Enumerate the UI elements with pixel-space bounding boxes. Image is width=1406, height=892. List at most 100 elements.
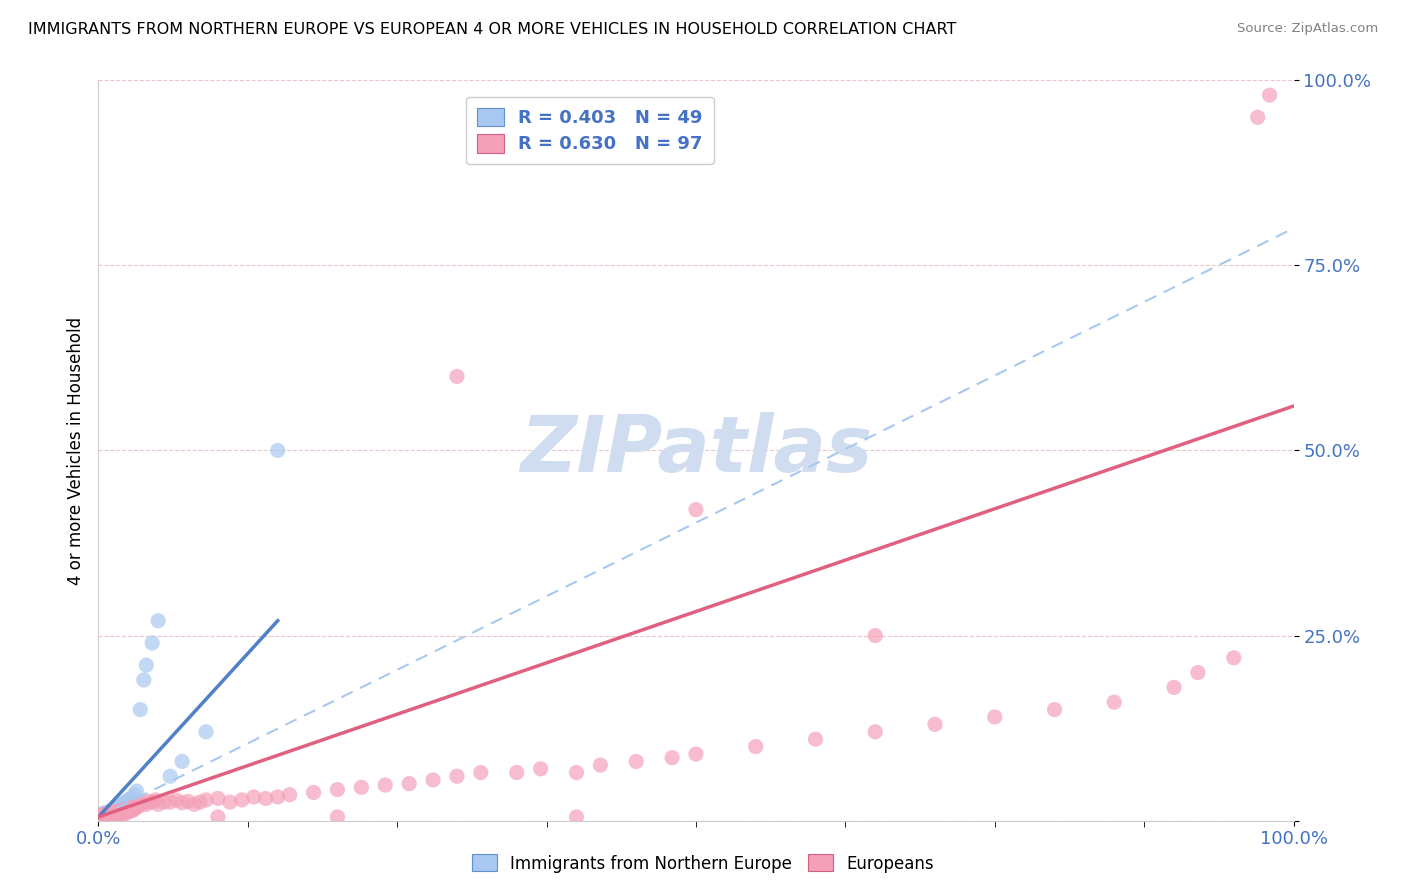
Point <box>1187 665 1209 680</box>
Point <box>107 805 129 819</box>
Point <box>565 810 588 824</box>
Point <box>165 793 187 807</box>
Point <box>195 793 218 807</box>
Point <box>93 811 115 825</box>
Point <box>131 796 153 810</box>
Point <box>118 802 141 816</box>
Point <box>1258 88 1281 103</box>
Point <box>120 791 142 805</box>
Point <box>231 793 253 807</box>
Point <box>105 809 128 823</box>
Point <box>89 812 111 826</box>
Point <box>98 807 121 822</box>
Point <box>108 802 131 816</box>
Point <box>91 812 114 826</box>
Point <box>254 791 277 805</box>
Point <box>804 732 827 747</box>
Point <box>1247 111 1270 125</box>
Point <box>177 794 200 808</box>
Point <box>626 755 648 769</box>
Point <box>90 810 112 824</box>
Point <box>128 798 150 813</box>
Point <box>374 778 396 792</box>
Point <box>98 806 122 821</box>
Point <box>141 636 163 650</box>
Point <box>94 810 117 824</box>
Point <box>111 800 134 814</box>
Point <box>91 812 114 826</box>
Legend: R = 0.403   N = 49, R = 0.630   N = 97: R = 0.403 N = 49, R = 0.630 N = 97 <box>465 96 714 164</box>
Point <box>302 785 325 799</box>
Point <box>589 758 612 772</box>
Point <box>105 803 128 817</box>
Y-axis label: 4 or more Vehicles in Household: 4 or more Vehicles in Household <box>66 317 84 584</box>
Point <box>105 807 128 822</box>
Point <box>96 812 118 826</box>
Point <box>243 789 266 804</box>
Point <box>91 811 114 825</box>
Point <box>96 812 118 826</box>
Point <box>90 809 112 823</box>
Point <box>91 810 114 824</box>
Point <box>97 806 120 821</box>
Point <box>124 802 146 816</box>
Point <box>267 443 290 458</box>
Point <box>326 810 349 824</box>
Point <box>94 807 117 822</box>
Point <box>103 806 125 821</box>
Point <box>326 782 349 797</box>
Point <box>115 806 138 821</box>
Point <box>135 658 157 673</box>
Point <box>111 807 134 822</box>
Point <box>207 791 229 805</box>
Point <box>111 797 134 812</box>
Point <box>103 807 125 822</box>
Point <box>98 805 122 820</box>
Point <box>745 739 768 754</box>
Point <box>1223 650 1246 665</box>
Point <box>122 803 145 817</box>
Point <box>107 807 129 822</box>
Point <box>96 806 118 821</box>
Point <box>132 673 155 687</box>
Point <box>97 808 120 822</box>
Point <box>121 800 143 814</box>
Point <box>125 784 148 798</box>
Point <box>159 795 181 809</box>
Point <box>446 769 468 783</box>
Point <box>129 703 152 717</box>
Point <box>172 755 194 769</box>
Point <box>1043 703 1066 717</box>
Point <box>101 806 124 821</box>
Point <box>98 810 122 824</box>
Point <box>565 765 588 780</box>
Point <box>94 807 117 822</box>
Point <box>172 796 194 810</box>
Point <box>188 795 211 809</box>
Point <box>124 788 146 802</box>
Point <box>530 762 553 776</box>
Point <box>135 797 157 812</box>
Point <box>100 807 122 822</box>
Point <box>98 810 121 824</box>
Point <box>1163 681 1185 695</box>
Point <box>98 807 121 822</box>
Point <box>125 800 148 814</box>
Point <box>90 807 112 822</box>
Point <box>94 810 117 824</box>
Point <box>115 797 138 812</box>
Point <box>1104 695 1126 709</box>
Point <box>219 795 242 809</box>
Point <box>350 780 373 795</box>
Point <box>148 797 170 812</box>
Point <box>91 806 114 821</box>
Legend: Immigrants from Northern Europe, Europeans: Immigrants from Northern Europe, Europea… <box>465 847 941 880</box>
Point <box>422 772 444 787</box>
Text: ZIPatlas: ZIPatlas <box>520 412 872 489</box>
Point <box>101 808 124 822</box>
Point <box>97 805 120 819</box>
Point <box>108 806 131 821</box>
Point <box>100 807 122 822</box>
Point <box>101 803 124 817</box>
Point <box>924 717 946 731</box>
